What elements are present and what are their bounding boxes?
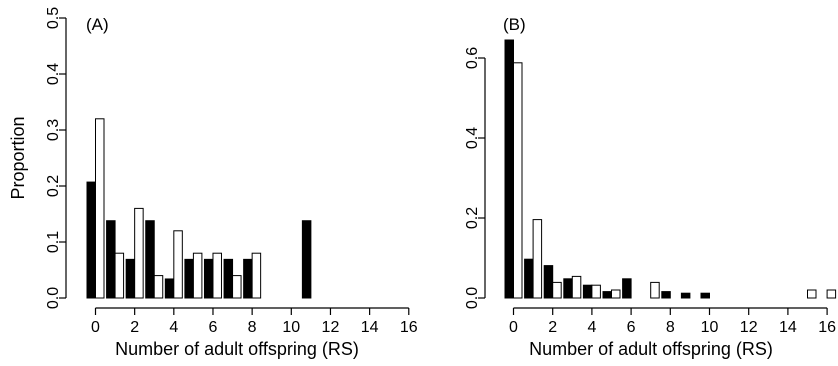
- panel-a-bar-s2-x6: [212, 252, 222, 299]
- panel-b-bar-s1-x8: [661, 291, 671, 299]
- panel-a-bar-s2-x0: [95, 118, 105, 299]
- panel-a-bar-s1-x7: [223, 258, 234, 299]
- panel-b-bar-s1-x0: [504, 39, 514, 299]
- panel-a-x-tick-label: 8: [248, 319, 257, 336]
- panel-b-x-tick-label: 16: [818, 319, 836, 336]
- panel-b-bar-s2-x0: [513, 62, 523, 299]
- panel-b-x-tick-label: 4: [587, 319, 596, 336]
- panel-b-bar-s1-x2: [543, 265, 554, 299]
- panel-b-bar-s1-x5: [602, 291, 612, 299]
- panel-a-bar-s1-x1: [106, 220, 116, 299]
- panel-b-x-tick-label: 2: [548, 319, 557, 336]
- panel-a-x-axis-title: Number of adult offspring (RS): [115, 339, 359, 359]
- panel-a-x-tick-label: 6: [209, 319, 218, 336]
- panel-a-bar-s2-x3: [153, 275, 164, 299]
- panel-a-bar-s2-x1: [114, 252, 125, 299]
- panel-a-bar-s1-x5: [184, 258, 194, 299]
- panel-a-y-tick-label: 0.4: [45, 63, 62, 85]
- panel-a-y-tick-label: 0.2: [45, 175, 62, 197]
- panel-b-bar-s1-x1: [524, 258, 534, 299]
- panel-a-x-tick-label: 10: [282, 319, 300, 336]
- panel-b-bar-s2-x3: [571, 275, 582, 299]
- panel-a-x-tick-label: 16: [400, 319, 418, 336]
- panel-a-bar-s1-x3: [145, 220, 155, 299]
- panel-b-x-tick-label: 0: [509, 319, 518, 336]
- panel-a-x-tick-label: 12: [322, 319, 340, 336]
- panel-b-x-tick-label: 8: [666, 319, 675, 336]
- panel-a-x-tick-label: 0: [91, 319, 100, 336]
- panel-b-y-tick-label: 0.4: [464, 127, 481, 149]
- panel-b-bar-s1-x4: [582, 284, 593, 299]
- panel-a-x-tick-label: 4: [169, 319, 178, 336]
- panel-b-x-tick-label: 10: [701, 319, 719, 336]
- panel-b-bar-s2-x7: [650, 281, 660, 299]
- panel-a-y-tick-label: 0.0: [45, 287, 62, 309]
- panel-b-bar-s2-x4: [591, 284, 601, 299]
- panel-a-x-tick-label: 14: [361, 319, 379, 336]
- panel-b-y-tick-label: 0.0: [464, 287, 481, 309]
- panel-a-bar-s2-x4: [173, 230, 183, 299]
- panel-b-bar-s2-x5: [611, 289, 621, 299]
- panel-a-bar-s2-x5: [192, 252, 203, 299]
- panel-a-bar-s1-x4: [164, 278, 175, 299]
- panel-a-y-axis-title: Proportion: [8, 116, 28, 199]
- panel-b-bar-s2-x16: [826, 289, 837, 299]
- panel-a-bar-s1-x2: [125, 258, 136, 299]
- panel-b-y-tick-label: 0.6: [464, 47, 481, 69]
- panel-b-x-tick-label: 12: [740, 319, 758, 336]
- panel-b-bar-s2-x15: [807, 289, 817, 299]
- panel-a-bar-s2-x7: [232, 275, 242, 299]
- panel-a-bar-s2-x2: [134, 207, 144, 299]
- panel-a-y-tick-label: 0.1: [45, 231, 62, 253]
- panel-a-label: (A): [86, 15, 109, 34]
- panel-a-bar-s1-x0: [86, 181, 96, 299]
- panel-b-x-axis-title: Number of adult offspring (RS): [529, 339, 773, 359]
- panel-b-bar-s1-x9: [680, 292, 691, 299]
- panel-b-x-tick-label: 6: [627, 319, 636, 336]
- panel-b-bar-s1-x3: [563, 278, 573, 299]
- panel-a-bar-s1-x11: [301, 220, 312, 299]
- panel-a-y-tick-label: 0.3: [45, 119, 62, 141]
- panel-a-bar-s1-x8: [243, 258, 253, 299]
- panel-b-y-tick-label: 0.2: [464, 207, 481, 229]
- panel-b-bar-s1-x10: [700, 292, 710, 299]
- panel-b-bar-s1-x6: [622, 278, 632, 299]
- panel-b-label: (B): [503, 15, 526, 34]
- panel-a-bar-s1-x6: [203, 258, 214, 299]
- panel-b-bar-s2-x1: [532, 219, 543, 299]
- panel-b-x-tick-label: 14: [779, 319, 797, 336]
- panel-a-y-tick-label: 0.5: [45, 7, 62, 29]
- panel-a-x-tick-label: 2: [130, 319, 139, 336]
- panel-b-bar-s2-x2: [552, 281, 562, 299]
- panel-a-bar-s2-x8: [251, 252, 262, 299]
